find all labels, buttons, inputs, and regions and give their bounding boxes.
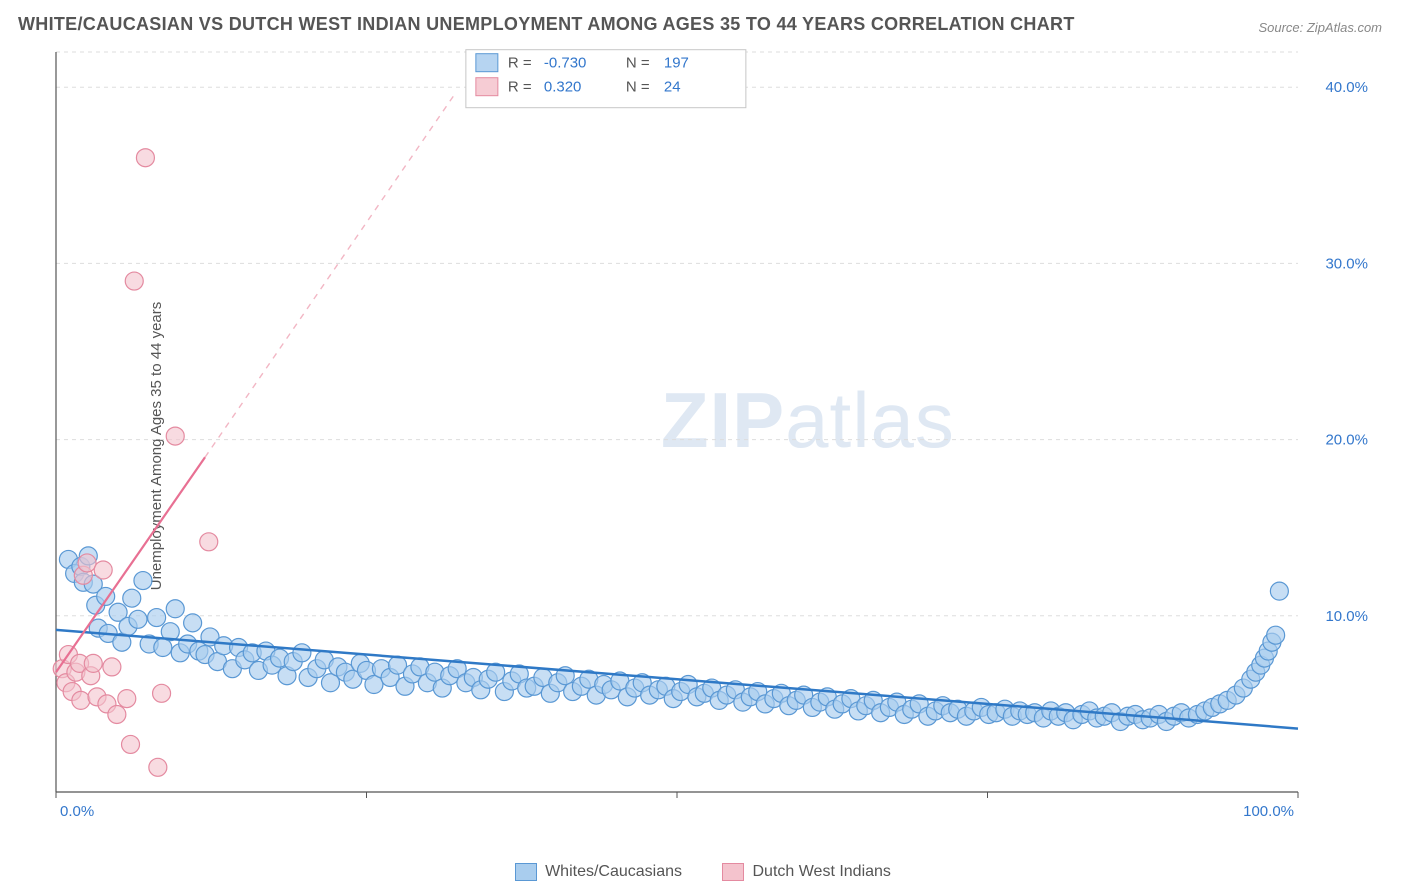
source-attribution: Source: ZipAtlas.com [1258,20,1382,35]
svg-text:N =: N = [626,79,650,96]
y-tick-label: 10.0% [1325,608,1368,625]
svg-text:N =: N = [626,55,650,72]
legend-top: R = -0.730 N = 197 R = 0.320 N = 24 [466,50,746,108]
y-tick-label: 40.0% [1325,79,1368,96]
legend-item-series-0: Whites/Caucasians [515,863,682,881]
x-tick-label: 100.0% [1243,803,1294,820]
svg-text:-0.730: -0.730 [544,55,587,72]
legend-swatch-0 [515,863,537,881]
svg-text:197: 197 [664,55,689,72]
svg-text:24: 24 [664,79,681,96]
svg-text:0.320: 0.320 [544,79,582,96]
correlation-scatter-chart: 10.0% 20.0% 30.0% 40.0% 0.0% 100.0% R = -0.730 N… [48,44,1378,832]
legend-swatch-1 [722,863,744,881]
legend-label-0: Whites/Caucasians [545,863,682,881]
y-tick-label: 30.0% [1325,255,1368,272]
svg-text:R =: R = [508,55,532,72]
chart-title: WHITE/CAUCASIAN VS DUTCH WEST INDIAN UNE… [18,14,1075,35]
y-tick-label: 20.0% [1325,432,1368,449]
legend-label-1: Dutch West Indians [752,863,890,881]
legend-item-series-1: Dutch West Indians [722,863,890,881]
x-tick-label: 0.0% [60,803,94,820]
legend-bottom: Whites/Caucasians Dutch West Indians [0,863,1406,886]
svg-text:R =: R = [508,79,532,96]
